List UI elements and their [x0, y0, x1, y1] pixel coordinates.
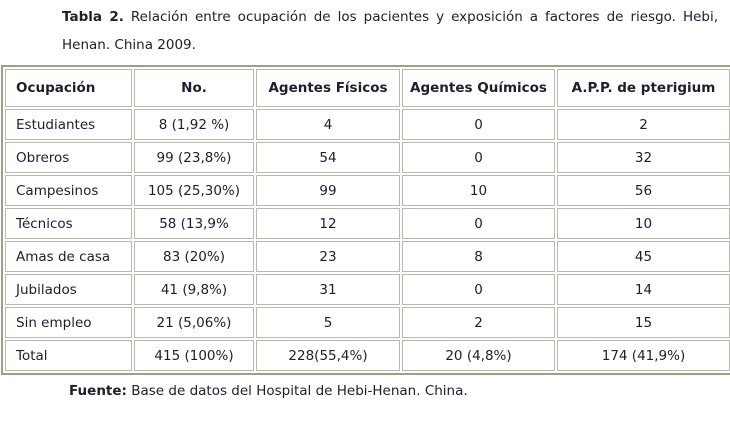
table-row: Técnicos 58 (13,9% 12 0 10 [5, 208, 730, 239]
data-cell: 41 (9,8%) [134, 274, 254, 305]
data-cell: 10 [557, 208, 730, 239]
data-cell: 0 [402, 274, 555, 305]
data-cell: 54 [256, 142, 400, 173]
column-header-agentes-quimicos: Agentes Químicos [402, 69, 555, 107]
data-cell: 99 (23,8%) [134, 142, 254, 173]
data-cell: 5 [256, 307, 400, 338]
data-cell: 58 (13,9% [134, 208, 254, 239]
data-cell: 2 [557, 109, 730, 140]
row-label-cell: Amas de casa [5, 241, 132, 272]
data-cell: 45 [557, 241, 730, 272]
data-cell: 12 [256, 208, 400, 239]
data-cell: 20 (4,8%) [402, 340, 555, 371]
table-row: Obreros 99 (23,8%) 54 0 32 [5, 142, 730, 173]
row-label-cell: Total [5, 340, 132, 371]
row-label-cell: Obreros [5, 142, 132, 173]
header-row: Ocupación No. Agentes Físicos Agentes Qu… [5, 69, 730, 107]
row-label-cell: Técnicos [5, 208, 132, 239]
data-cell: 10 [402, 175, 555, 206]
data-table: Ocupación No. Agentes Físicos Agentes Qu… [1, 65, 730, 375]
data-cell: 228(55,4%) [256, 340, 400, 371]
column-header-app-pterigium: A.P.P. de pterigium [557, 69, 730, 107]
table-row: Estudiantes 8 (1,92 %) 4 0 2 [5, 109, 730, 140]
data-cell: 99 [256, 175, 400, 206]
table-header: Ocupación No. Agentes Físicos Agentes Qu… [5, 69, 730, 107]
table-body: Estudiantes 8 (1,92 %) 4 0 2 Obreros 99 (23,8%… [5, 109, 730, 371]
data-cell: 31 [256, 274, 400, 305]
table-row: Total 415 (100%) 228(55,4%) 20 (4,8%) 174 (4… [5, 340, 730, 371]
column-header-ocupacion: Ocupación [5, 69, 132, 107]
data-cell: 174 (41,9%) [557, 340, 730, 371]
data-cell: 0 [402, 208, 555, 239]
row-label-cell: Sin empleo [5, 307, 132, 338]
data-cell: 8 (1,92 %) [134, 109, 254, 140]
source-note: Fuente: Base de datos del Hospital de He… [69, 383, 730, 399]
source-note-text: Base de datos del Hospital de Hebi-Henan… [131, 383, 468, 399]
table-title-label: Tabla 2. [62, 9, 124, 25]
data-cell: 105 (25,30%) [134, 175, 254, 206]
column-header-agentes-fisicos: Agentes Físicos [256, 69, 400, 107]
row-label-cell: Campesinos [5, 175, 132, 206]
table-row: Amas de casa 83 (20%) 23 8 45 [5, 241, 730, 272]
data-cell: 56 [557, 175, 730, 206]
table-row: Jubilados 41 (9,8%) 31 0 14 [5, 274, 730, 305]
data-cell: 14 [557, 274, 730, 305]
table-title: Tabla 2. Relación entre ocupación de los… [62, 3, 718, 59]
table-row: Sin empleo 21 (5,06%) 5 2 15 [5, 307, 730, 338]
row-label-cell: Estudiantes [5, 109, 132, 140]
data-cell: 2 [402, 307, 555, 338]
data-cell: 21 (5,06%) [134, 307, 254, 338]
data-cell: 415 (100%) [134, 340, 254, 371]
column-header-no: No. [134, 69, 254, 107]
data-cell: 83 (20%) [134, 241, 254, 272]
data-cell: 32 [557, 142, 730, 173]
table-row: Campesinos 105 (25,30%) 99 10 56 [5, 175, 730, 206]
source-note-label: Fuente: [69, 383, 127, 399]
data-cell: 0 [402, 142, 555, 173]
data-cell: 0 [402, 109, 555, 140]
data-cell: 23 [256, 241, 400, 272]
data-cell: 4 [256, 109, 400, 140]
row-label-cell: Jubilados [5, 274, 132, 305]
data-cell: 15 [557, 307, 730, 338]
data-cell: 8 [402, 241, 555, 272]
table-title-text: Relación entre ocupación de los paciente… [62, 9, 719, 53]
